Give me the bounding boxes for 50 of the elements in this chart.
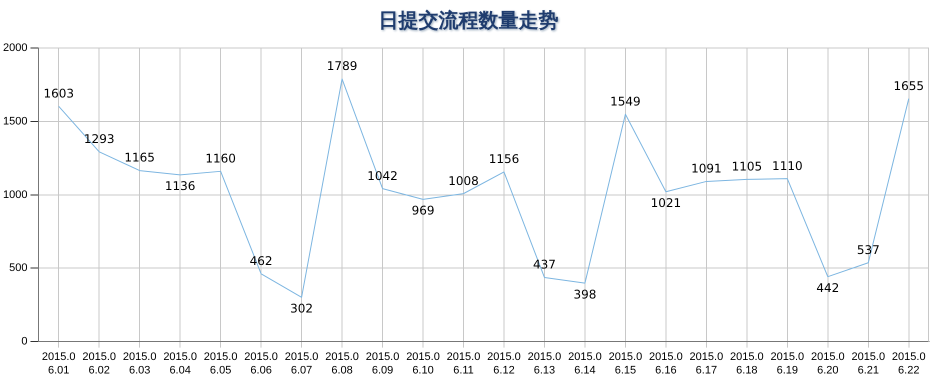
data-label: 1549 [610, 94, 641, 108]
x-tick-label: 2015.06.11 [446, 351, 480, 376]
data-label: 969 [412, 203, 434, 218]
x-tick-label: 2015.06.05 [204, 351, 238, 376]
data-label: 1042 [367, 168, 398, 183]
x-tick-label: 2015.06.04 [163, 351, 197, 376]
x-tick-label: 2015.06.10 [406, 351, 440, 376]
y-tick-label: 2000 [2, 42, 28, 54]
data-label: 462 [250, 254, 273, 268]
data-label: 398 [573, 287, 596, 302]
data-label: 1091 [691, 162, 722, 176]
x-tick-label: 2015.06.21 [851, 351, 886, 376]
y-tick-label: 1500 [2, 115, 28, 128]
data-label: 1136 [164, 178, 196, 193]
data-label: 537 [856, 242, 880, 257]
x-tick-label: 2015.06.13 [528, 351, 562, 376]
y-tick-label: 1000 [2, 188, 28, 201]
x-tick-label: 2015.06.20 [810, 351, 845, 376]
y-tick-label: 500 [9, 262, 28, 274]
x-tick-label: 2015.06.07 [284, 351, 318, 376]
data-label: 1603 [43, 86, 74, 100]
x-tick-label: 2015.06.18 [730, 351, 764, 376]
x-tick-label: 2015.06.08 [325, 351, 359, 376]
x-tick-label: 2015.06.03 [122, 351, 156, 376]
x-tick-label: 2015.06.09 [366, 351, 400, 376]
data-label: 302 [290, 301, 314, 316]
x-tick-label: 2015.06.12 [487, 351, 521, 376]
data-label: 1008 [448, 174, 479, 188]
data-label: 1160 [205, 151, 236, 166]
x-tick-label: 2015.06.22 [892, 351, 926, 376]
x-tick-label: 2015.06.16 [649, 351, 683, 376]
data-label: 1165 [124, 150, 155, 165]
x-tick-label: 2015.06.06 [244, 351, 278, 376]
chart-title: 日提交流程数量走势 [378, 7, 560, 34]
x-tick-label: 2015.06.02 [82, 351, 116, 376]
data-label: 1789 [326, 59, 358, 74]
data-label: 1655 [893, 78, 924, 93]
x-tick-label: 2015.06.17 [690, 351, 724, 376]
data-label: 1105 [732, 160, 762, 174]
x-tick-label: 2015.06.19 [770, 351, 804, 376]
data-label: 1293 [84, 132, 114, 146]
data-label: 442 [816, 280, 840, 295]
x-tick-label: 2015.06.15 [608, 351, 642, 376]
x-tick-label: 2015.06.01 [42, 351, 76, 376]
y-tick-label: 0 [21, 336, 28, 348]
data-label: 1156 [488, 152, 520, 166]
data-label: 1110 [772, 158, 803, 173]
data-label: 1021 [650, 196, 682, 210]
data-label: 437 [533, 258, 556, 272]
x-tick-label: 2015.06.14 [568, 351, 602, 376]
